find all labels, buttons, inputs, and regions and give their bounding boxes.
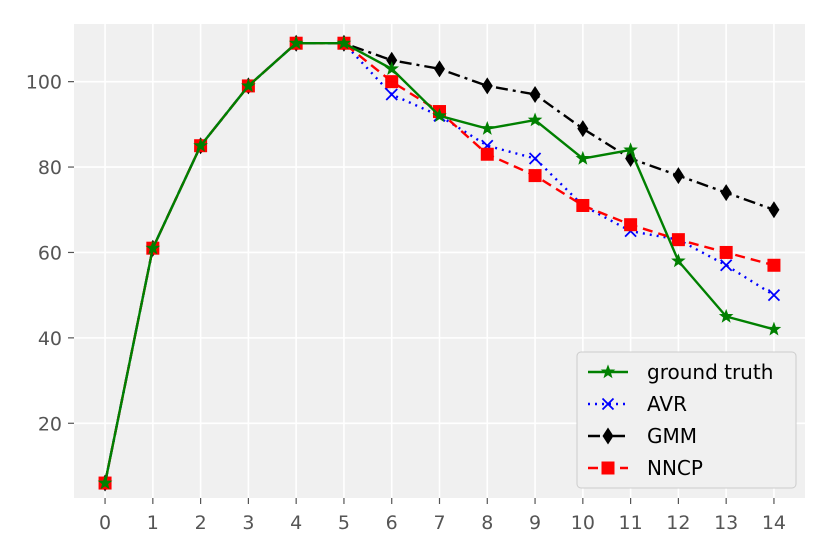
y-tick-label: 20 [38,413,62,435]
x-tick-label: 9 [529,512,541,534]
square-icon [385,75,399,89]
x-axis: 0 1 2 3 4 5 6 7 8 9 10 11 12 13 14 [99,498,786,534]
square-icon [671,233,685,247]
star-icon [336,35,352,50]
legend-entry: ground truth [588,360,773,384]
x-tick-label: 7 [433,512,445,534]
y-tick-label: 100 [26,72,62,94]
x-tick-label: 8 [481,512,493,534]
thin-diamond-icon [720,184,732,202]
x-tick-label: 14 [762,512,786,534]
legend-entry: NNCP [588,456,703,480]
x-tick-label: 0 [99,512,111,534]
legend-label: NNCP [647,456,703,480]
star-icon [600,364,616,379]
x-tick-label: 5 [338,512,350,534]
x-icon [528,152,542,165]
star-icon [671,253,686,268]
legend-label: GMM [647,424,697,448]
star-icon [384,61,400,76]
x-icon [601,397,615,411]
x-tick-label: 1 [147,512,159,534]
thin-diamond-icon [602,427,614,445]
x-tick-label: 11 [619,512,643,534]
star-icon [241,78,256,93]
legend-entry: AVR [588,392,687,416]
square-icon [624,218,638,232]
star-icon [97,475,113,490]
y-tick-label: 60 [38,242,62,264]
star-icon [479,120,495,135]
y-tick-label: 80 [38,157,62,179]
thin-diamond-icon [577,120,589,138]
star-icon [288,35,304,50]
star-icon [623,142,638,157]
series-ground-truth [97,35,782,490]
square-icon [719,245,733,259]
star-icon [766,321,782,336]
x-tick-label: 10 [571,512,595,534]
star-icon [575,150,591,165]
legend-label: ground truth [647,360,773,384]
x-tick-label: 6 [386,512,398,534]
star-icon [432,108,447,123]
x-tick-label: 12 [666,512,690,534]
legend-box [576,351,797,489]
thin-diamond-icon [481,77,493,95]
square-icon [601,461,615,475]
thin-diamond-icon [386,51,398,69]
square-icon [767,258,781,272]
star-icon [527,112,543,127]
star-icon [193,138,208,152]
x-tick-label: 3 [242,512,254,534]
star-icon [145,240,161,255]
legend: ground truth AVR GMM NNCP [576,351,797,489]
x-tick-label: 13 [714,512,738,534]
y-tick-label: 40 [38,328,62,350]
square-icon [576,198,590,212]
thin-diamond-icon [434,60,445,78]
series-layer [97,34,782,492]
thin-diamond-icon [768,201,780,219]
y-axis: 20 40 60 80 100 [26,72,74,435]
x-icon [385,88,398,101]
x-icon [720,259,733,272]
square-icon [528,169,542,183]
square-icon [480,147,494,161]
thin-diamond-icon [672,167,684,185]
legend-label: AVR [647,392,687,416]
x-tick-label: 2 [195,512,207,534]
thin-diamond-icon [529,85,541,103]
x-icon [767,289,781,302]
star-icon [718,308,734,323]
x-tick-label: 4 [290,512,302,534]
legend-entry: GMM [588,424,697,448]
